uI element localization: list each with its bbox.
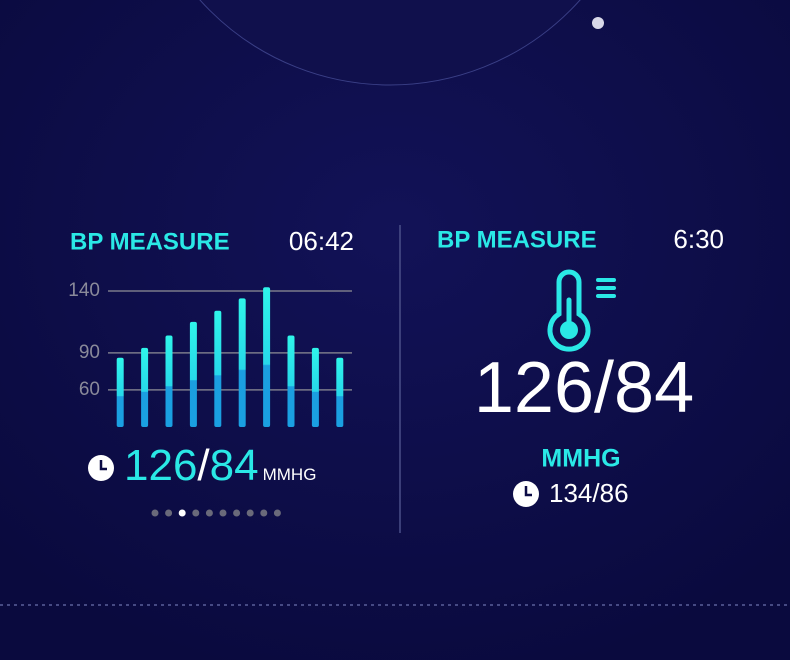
page-dot [192,509,200,517]
page-dot [205,509,213,517]
y-tick-label: 90 [79,342,100,363]
previous-reading: 134/86 [549,478,629,508]
dial-dot [592,17,604,29]
right-unit: MMHG [541,445,620,473]
top-dial [199,0,581,86]
page-dot [246,509,254,517]
page-dot [151,509,159,517]
bar [116,357,124,427]
left-title: BP MEASURE [70,228,230,255]
right-title: BP MEASURE [437,226,597,253]
bar [336,357,344,427]
clock-icon [513,481,539,507]
y-tick-label: 140 [68,280,100,301]
bar [189,321,197,427]
bar [165,335,173,427]
systolic: 126 [124,441,197,490]
right-reading: 126/84 [474,348,694,428]
right-time: 6:30 [673,224,724,254]
page-dot [273,509,281,517]
page-dot [219,509,227,517]
diastolic: 84 [210,441,259,490]
clock-icon [88,455,114,481]
thermometer-icon [547,269,616,352]
unit: MMHG [263,465,317,484]
separator: / [197,441,210,490]
bar [287,335,295,427]
bar [263,287,271,427]
page-dot [165,509,173,517]
bar [214,310,222,427]
page-dot [260,509,268,517]
left-reading: 126/84 MMHG [124,441,316,490]
bar-chart: 140 90 60 [68,280,352,427]
page-dot [233,509,241,517]
page-dot [178,509,186,517]
bar [141,347,149,427]
left-time: 06:42 [289,226,354,256]
page-dots [151,509,281,517]
y-tick-label: 60 [79,379,100,400]
bar [311,347,319,427]
bar [238,298,246,427]
